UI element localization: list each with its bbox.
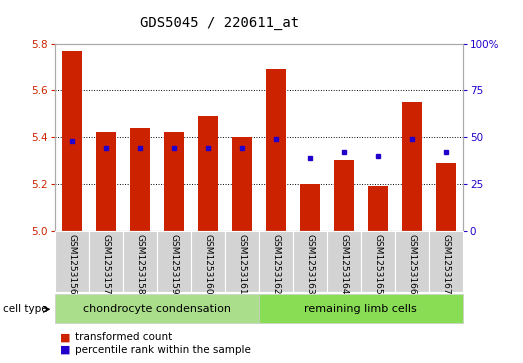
Text: GSM1253158: GSM1253158 (135, 234, 144, 295)
Bar (89, 231, 123, 292)
Bar (96, 132, 116, 231)
Text: cell type: cell type (3, 304, 47, 314)
Text: GDS5045 / 220611_at: GDS5045 / 220611_at (140, 16, 299, 30)
Text: GSM1253156: GSM1253156 (67, 234, 76, 295)
Text: GSM1253164: GSM1253164 (339, 234, 348, 295)
Bar (436, 163, 456, 231)
Bar (55, 231, 89, 292)
Text: GSM1253162: GSM1253162 (271, 234, 280, 295)
Text: percentile rank within the sample: percentile rank within the sample (75, 345, 251, 355)
Text: transformed count: transformed count (75, 332, 172, 342)
Bar (164, 132, 184, 231)
Bar (225, 231, 259, 292)
Bar (395, 231, 429, 292)
Text: chondrocyte condensation: chondrocyte condensation (83, 303, 231, 314)
Text: GSM1253163: GSM1253163 (305, 234, 314, 295)
Bar (130, 128, 150, 231)
Bar (198, 116, 218, 231)
Bar (429, 231, 463, 292)
Bar (123, 231, 157, 292)
Text: GSM1253157: GSM1253157 (101, 234, 110, 295)
Bar (191, 231, 225, 292)
Bar (293, 231, 327, 292)
Bar (259, 294, 463, 323)
Text: ■: ■ (60, 332, 71, 342)
Text: GSM1253160: GSM1253160 (203, 234, 212, 295)
Bar (300, 184, 320, 231)
Text: GSM1253165: GSM1253165 (373, 234, 382, 295)
Bar (402, 102, 422, 231)
Bar (361, 231, 395, 292)
Bar (368, 186, 388, 231)
Bar (259, 231, 293, 292)
Text: remaining limb cells: remaining limb cells (304, 303, 417, 314)
Bar (334, 160, 354, 231)
Text: GSM1253161: GSM1253161 (237, 234, 246, 295)
Bar (232, 137, 252, 231)
Text: GSM1253159: GSM1253159 (169, 234, 178, 295)
Bar (62, 50, 82, 231)
Bar (55, 294, 259, 323)
Bar (157, 231, 191, 292)
Text: GSM1253166: GSM1253166 (407, 234, 416, 295)
Text: ■: ■ (60, 345, 71, 355)
Bar (327, 231, 361, 292)
Text: GSM1253167: GSM1253167 (441, 234, 450, 295)
Bar (266, 69, 286, 231)
